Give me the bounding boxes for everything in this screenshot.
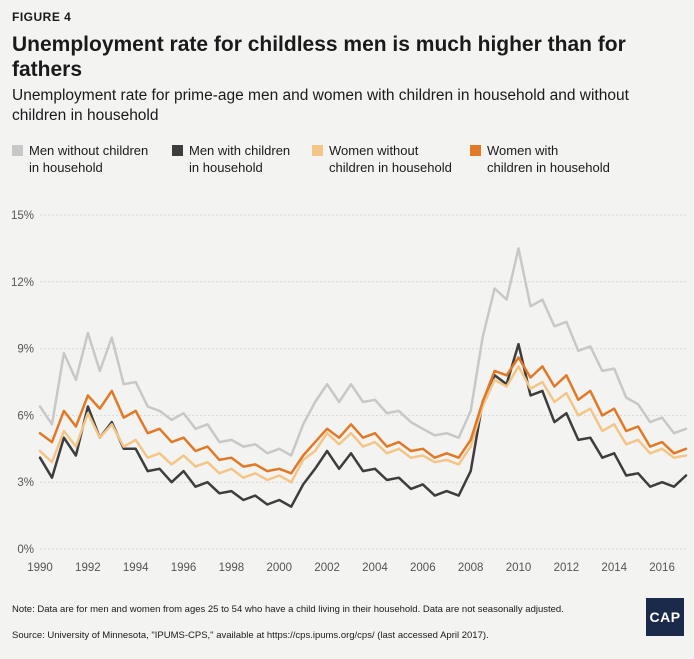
legend-swatch-men-with-children (172, 145, 183, 156)
x-tick-label-13: 2016 (649, 562, 675, 574)
series-line-1 (38, 342, 688, 508)
x-tick-label-0: 1990 (27, 562, 53, 574)
x-tick-label-4: 1998 (219, 562, 245, 574)
legend-label-men-with-children: Men with children in household (189, 143, 291, 175)
legend-item-women-without-children: Women without children in household (312, 142, 452, 176)
x-tick-label-8: 2006 (410, 562, 436, 574)
x-tick-label-12: 2014 (601, 562, 627, 574)
y-tick-label-5: 15% (11, 210, 34, 222)
chart-legend: Men without children in household Men wi… (12, 142, 692, 182)
series-line-2 (38, 365, 688, 484)
x-tick-label-9: 2008 (458, 562, 484, 574)
y-tick-label-2: 6% (17, 410, 34, 422)
series-line-3 (38, 356, 688, 475)
x-tick-label-10: 2010 (506, 562, 532, 574)
chart-source: Source: University of Minnesota, "IPUMS-… (12, 630, 489, 641)
legend-item-men-without-children: Men without children in household (12, 142, 148, 176)
series-line-0 (38, 247, 688, 457)
legend-label-women-without-children: Women without children in household (329, 143, 452, 175)
line-chart: 0% 3% 6% 9% 12% 15% 1990 1992 1994 1996 1998 2000 20… (11, 210, 688, 574)
legend-swatch-women-with-children (470, 145, 481, 156)
legend-label-men-without-children: Men without children in household (29, 143, 149, 175)
chart-title: Unemployment rate for childless men is m… (12, 33, 626, 81)
legend-item-men-with-children: Men with children in household (172, 142, 290, 176)
figure-label: FIGURE 4 (12, 10, 72, 24)
legend-swatch-men-without-children (12, 145, 23, 156)
chart-note: Note: Data are for men and women from ag… (12, 604, 564, 615)
x-tick-label-11: 2012 (554, 562, 580, 574)
x-tick-label-1: 1992 (75, 562, 101, 574)
y-tick-label-1: 3% (17, 477, 34, 489)
legend-label-women-with-children: Women with children in household (487, 143, 610, 175)
x-tick-label-2: 1994 (123, 562, 149, 574)
y-tick-label-3: 9% (17, 344, 34, 356)
x-tick-label-6: 2002 (314, 562, 340, 574)
x-tick-label-5: 2000 (266, 562, 292, 574)
y-tick-label-4: 12% (11, 277, 34, 289)
cap-logo: CAP (646, 598, 684, 636)
x-tick-label-3: 1996 (171, 562, 197, 574)
legend-swatch-women-without-children (312, 145, 323, 156)
chart-subtitle: Unemployment rate for prime-age men and … (12, 87, 629, 124)
legend-item-women-with-children: Women with children in household (470, 142, 610, 176)
x-tick-label-7: 2004 (362, 562, 388, 574)
y-tick-label-0: 0% (17, 544, 34, 556)
